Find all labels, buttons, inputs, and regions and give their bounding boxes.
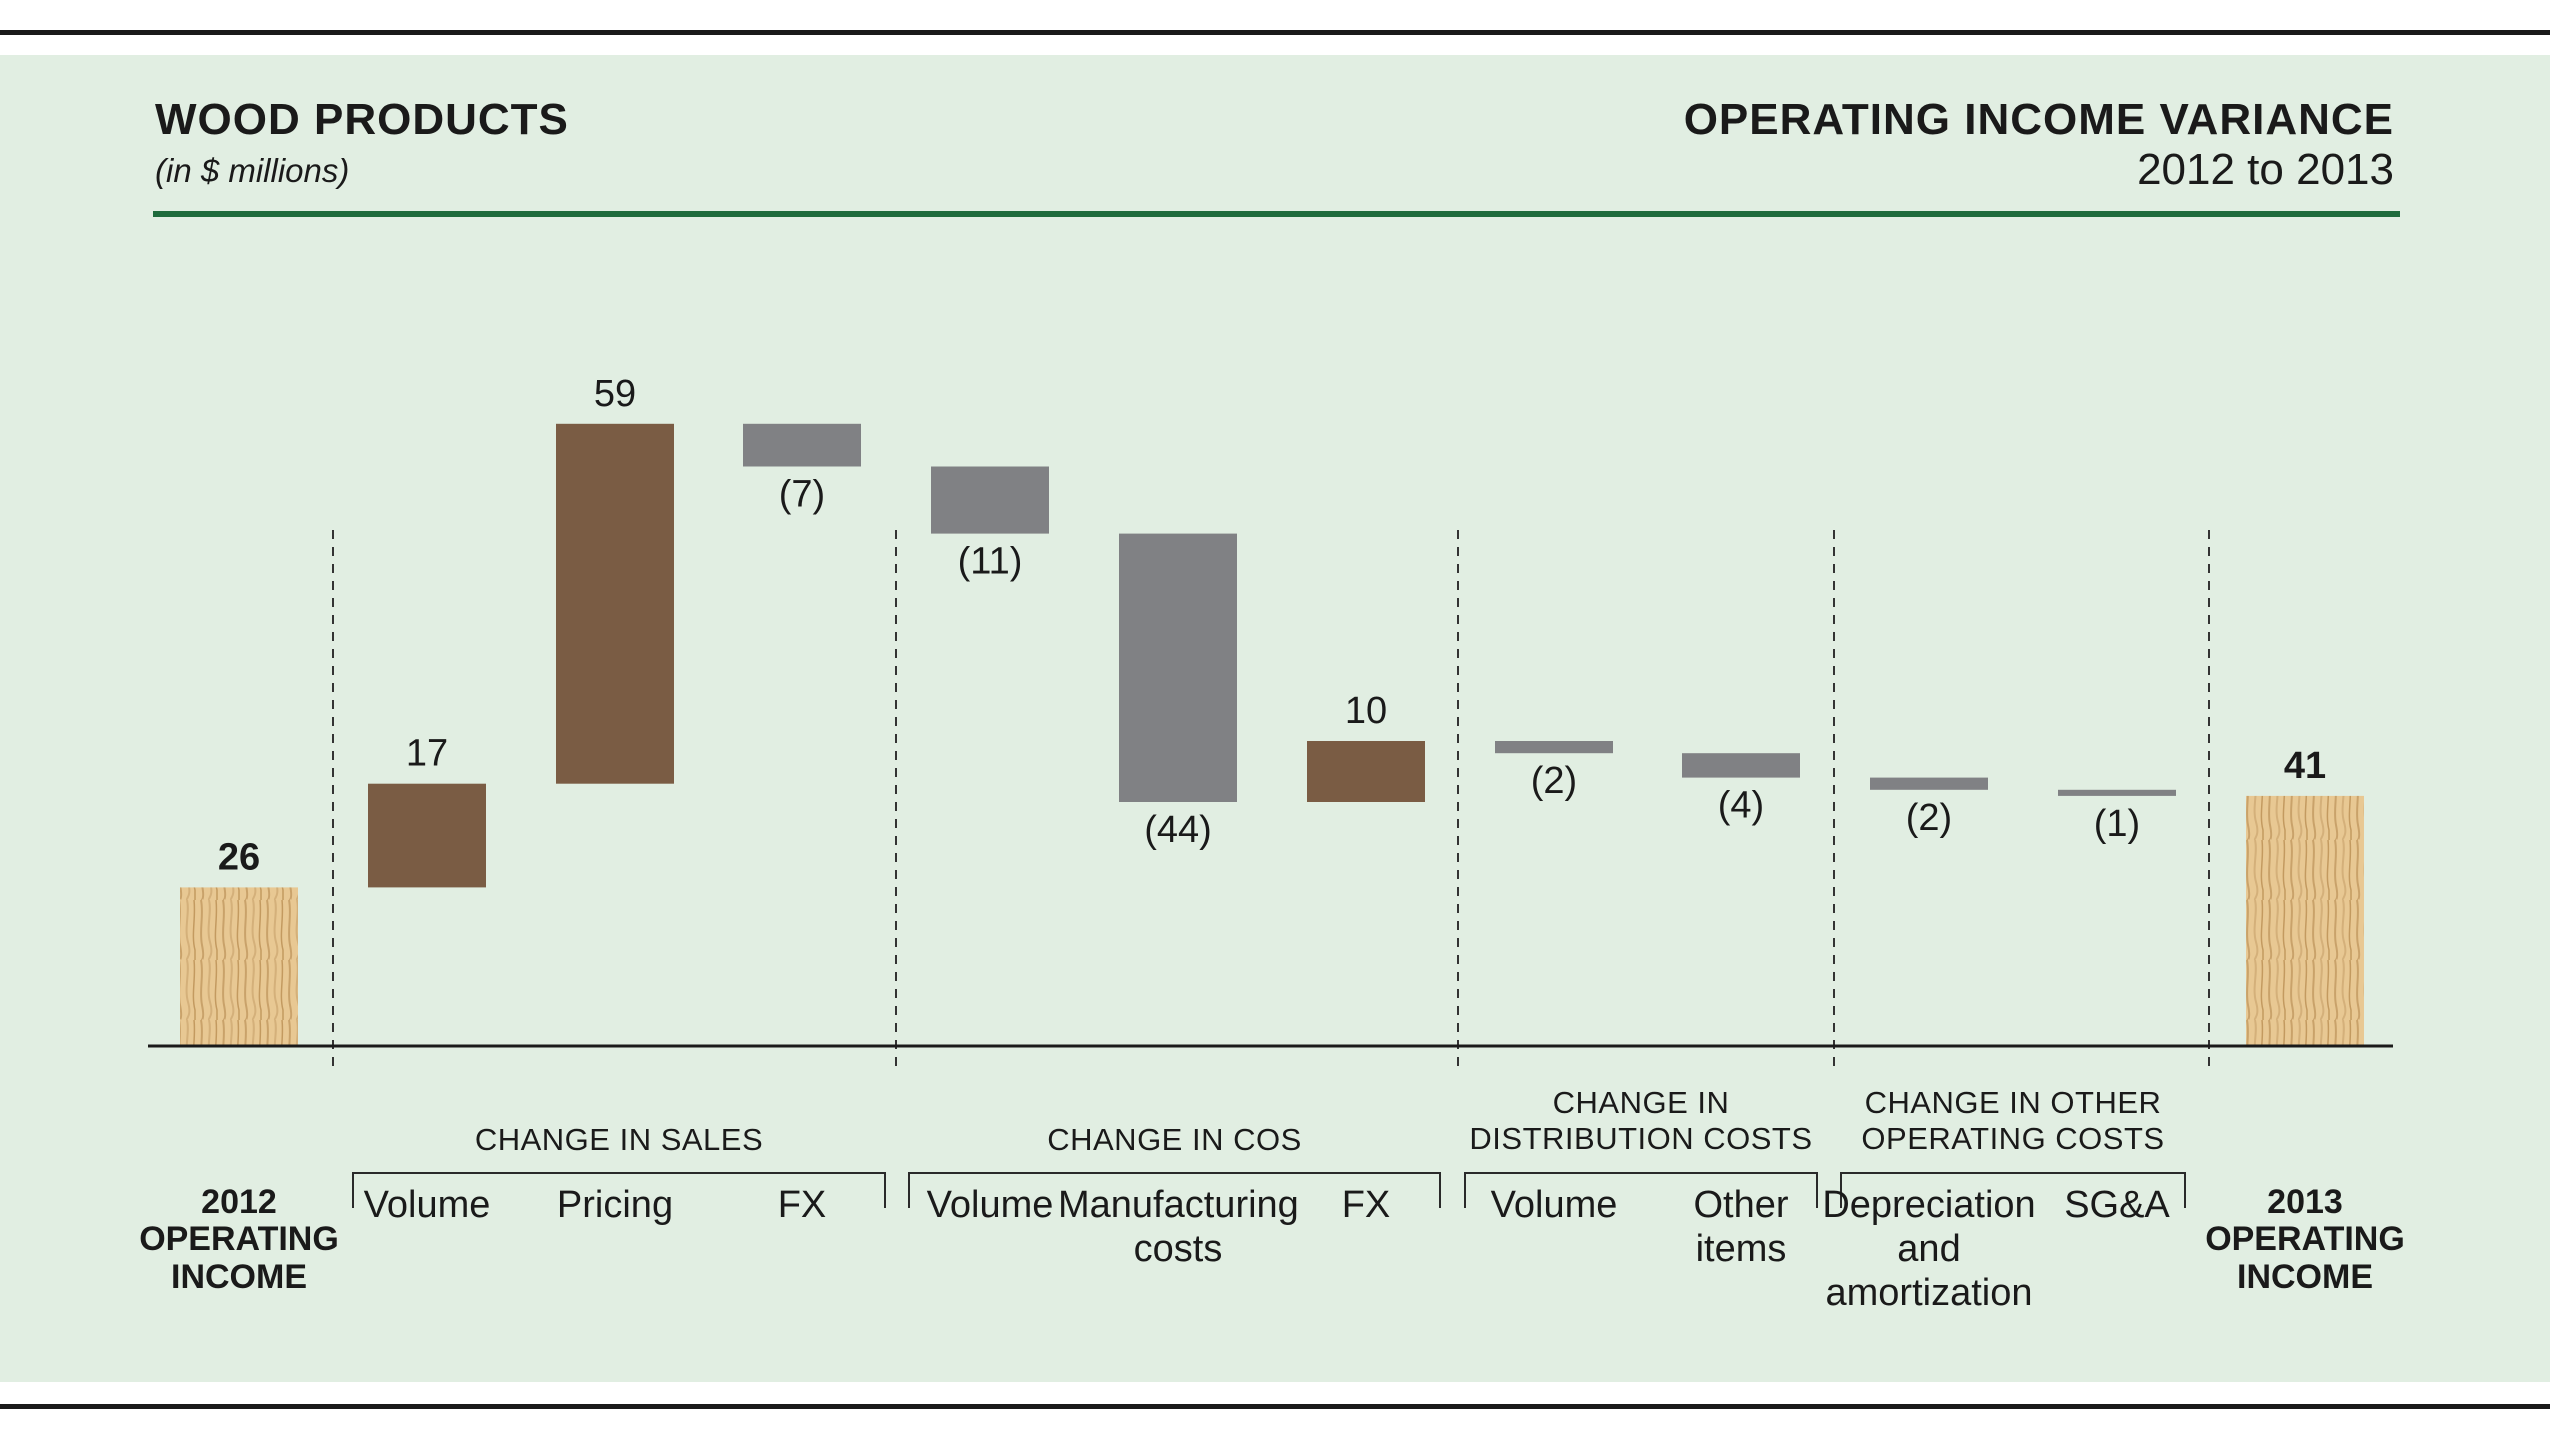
group-label-line: CHANGE IN [1552,1085,1730,1120]
category-label-line: amortization [1825,1272,2033,1315]
category-label-2-pricing: Pricing [495,1183,735,1227]
category-label-0-2012-operating-income: 2012 OPERATING INCOME [119,1183,359,1296]
category-label-line: OPERATING [2205,1220,2405,1259]
top-rule [0,30,2550,35]
bars [180,423,2364,1046]
category-label-line: Depreciation [1822,1184,2036,1226]
category-label-line: costs [1133,1228,1223,1271]
category-label-line: items [1695,1228,1787,1271]
category-label-line: Volume [926,1184,1054,1226]
category-label-line: 2012 [201,1183,277,1221]
value-label-6: 10 [1345,690,1387,732]
value-label-0: 26 [218,836,260,878]
chart-panel [0,55,2550,1382]
value-label-2: 59 [594,373,636,415]
group-label-change-in-distribution-costs: CHANGE IN DISTRIBUTION COSTS [1464,1085,1818,1157]
group-label-line: CHANGE IN SALES [474,1122,764,1157]
value-label-1: 17 [406,733,448,775]
value-label-11: 41 [2284,745,2326,787]
category-label-line: FX [777,1184,827,1226]
chart-title: OPERATING INCOME VARIANCE [1683,95,2394,144]
bar-7-volume [1495,741,1613,754]
group-bracket [908,1172,1441,1208]
category-label-line: FX [1341,1184,1391,1226]
group-label-change-in-cos: CHANGE IN COS [908,1122,1441,1158]
bar-2-pricing [556,423,674,784]
bottom-rule [0,1404,2550,1409]
bar-5-manufacturing-costs [1119,533,1237,802]
value-label-7: (2) [1531,760,1577,802]
category-label-3-fx: FX [682,1183,922,1227]
group-label-line: OPERATING COSTS [1861,1120,2165,1156]
group-dividers [332,530,2210,1070]
category-label-6-fx: FX [1246,1183,1486,1227]
value-label-8: (4) [1718,785,1764,827]
bar-6-fx [1307,741,1425,802]
category-label-line: INCOME [171,1257,307,1296]
category-label-line: Volume [363,1184,491,1226]
category-label-5-manufacturing-costs: Manufacturing costs [1058,1183,1299,1271]
bar-8-other-items [1682,753,1800,778]
group-label-change-in-other-operating-costs: CHANGE IN OTHER OPERATING COSTS [1840,1085,2186,1157]
value-label-3: (7) [779,474,825,516]
bar-11-2013-operating-income [2246,795,2364,1046]
category-label-10-sganda: SG&A [1997,1183,2237,1227]
group-bracket [352,1172,886,1208]
group-label-line: DISTRIBUTION COSTS [1469,1120,1813,1156]
category-label-line: Other [1693,1184,1789,1226]
page-title: WOOD PRODUCTS [155,95,569,144]
category-label-7-volume: Volume [1434,1183,1674,1227]
category-label-line: Volume [1490,1184,1618,1226]
group-bracket [1840,1172,2186,1208]
category-label-line: OPERATING [139,1220,339,1259]
value-label-5: (44) [1144,809,1212,851]
bar-10-sganda [2058,789,2176,796]
category-label-1-volume: Volume [307,1183,547,1227]
bar-9-depreciation-and-amortization [1870,777,1988,790]
category-label-line: SG&A [2064,1184,2170,1226]
category-label-line: and [1897,1228,1961,1271]
category-label-11-2013-operating-income: 2013 OPERATING INCOME [2185,1183,2425,1296]
group-label-change-in-sales: CHANGE IN SALES [352,1122,886,1158]
category-label-line: Manufacturing [1058,1184,1299,1226]
group-bracket [1464,1172,1818,1208]
header-rule [153,211,2400,217]
category-label-4-volume: Volume [870,1183,1110,1227]
bar-0-2012-operating-income [180,887,298,1046]
bar-3-fx [743,423,861,467]
chart-subtitle: 2012 to 2013 [2137,145,2394,194]
units-note: (in $ millions) [155,152,350,189]
category-label-line: Pricing [556,1184,674,1226]
group-label-line: CHANGE IN OTHER [1864,1085,2162,1120]
category-label-line: INCOME [2237,1257,2373,1296]
value-labels: 26 17 59 (7) (11) (44) 10 (2) (4) (2) (1) 41 [218,373,2326,879]
value-label-9: (2) [1906,797,1952,839]
group-label-line: CHANGE IN COS [1047,1122,1302,1157]
category-label-8-other-items: Other items [1621,1183,1861,1271]
category-label-line: 2013 [2267,1183,2343,1221]
bar-4-volume [931,466,1049,534]
value-label-10: (1) [2094,803,2140,845]
bar-1-volume [368,783,486,888]
category-label-9-depreciation-and-amortization: Depreciation and amortization [1809,1183,2049,1315]
value-label-4: (11) [958,541,1023,583]
